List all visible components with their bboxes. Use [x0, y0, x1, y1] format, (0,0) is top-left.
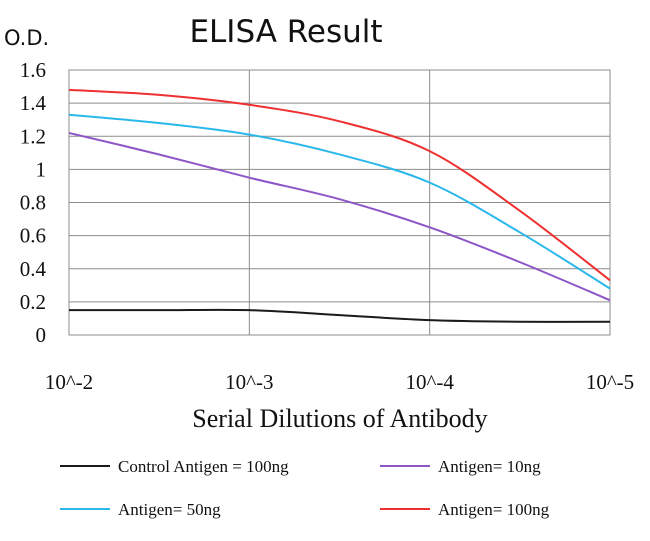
x-tick-label: 10^-3 [225, 370, 273, 394]
y-tick-label: 0.6 [20, 224, 46, 248]
y-tick-label: 0.2 [20, 290, 46, 314]
legend-label-3: Antigen= 100ng [438, 500, 550, 519]
y-tick-label: 1.2 [20, 124, 46, 148]
y-tick-label: 1.6 [20, 58, 46, 82]
y-tick-labels: 0 0.2 0.4 0.6 0.8 1 1.2 1.4 1.6 [20, 58, 47, 347]
x-tick-label: 10^-4 [405, 370, 454, 394]
x-tick-label: 10^-5 [586, 370, 634, 394]
legend-label-1: Antigen= 10ng [438, 457, 541, 476]
x-axis-label: Serial Dilutions of Antibody [192, 404, 487, 433]
plot-area-border [68, 69, 611, 336]
y-axis-label: O.D. [4, 26, 49, 50]
y-tick-label: 1 [36, 157, 47, 181]
series-line-1 [68, 131, 611, 302]
legend-label-0: Control Antigen = 100ng [118, 457, 289, 476]
legend-label-2: Antigen= 50ng [118, 500, 221, 519]
y-tick-label: 0.8 [20, 191, 46, 215]
series-line-3 [68, 88, 611, 282]
series-line-2 [68, 113, 611, 290]
x-tick-label: 10^-2 [45, 370, 93, 394]
x-tick-labels: 10^-2 10^-3 10^-4 10^-5 [45, 370, 634, 394]
grid [69, 70, 610, 335]
chart-title: ELISA Result [189, 14, 382, 50]
series-line-0 [69, 308, 611, 323]
legend: Control Antigen = 100ng Antigen= 10ng Anti… [60, 457, 550, 519]
series-lines [68, 88, 611, 323]
y-tick-label: 1.4 [20, 91, 47, 115]
y-tick-label: 0.4 [20, 257, 47, 281]
y-tick-label: 0 [36, 323, 47, 347]
